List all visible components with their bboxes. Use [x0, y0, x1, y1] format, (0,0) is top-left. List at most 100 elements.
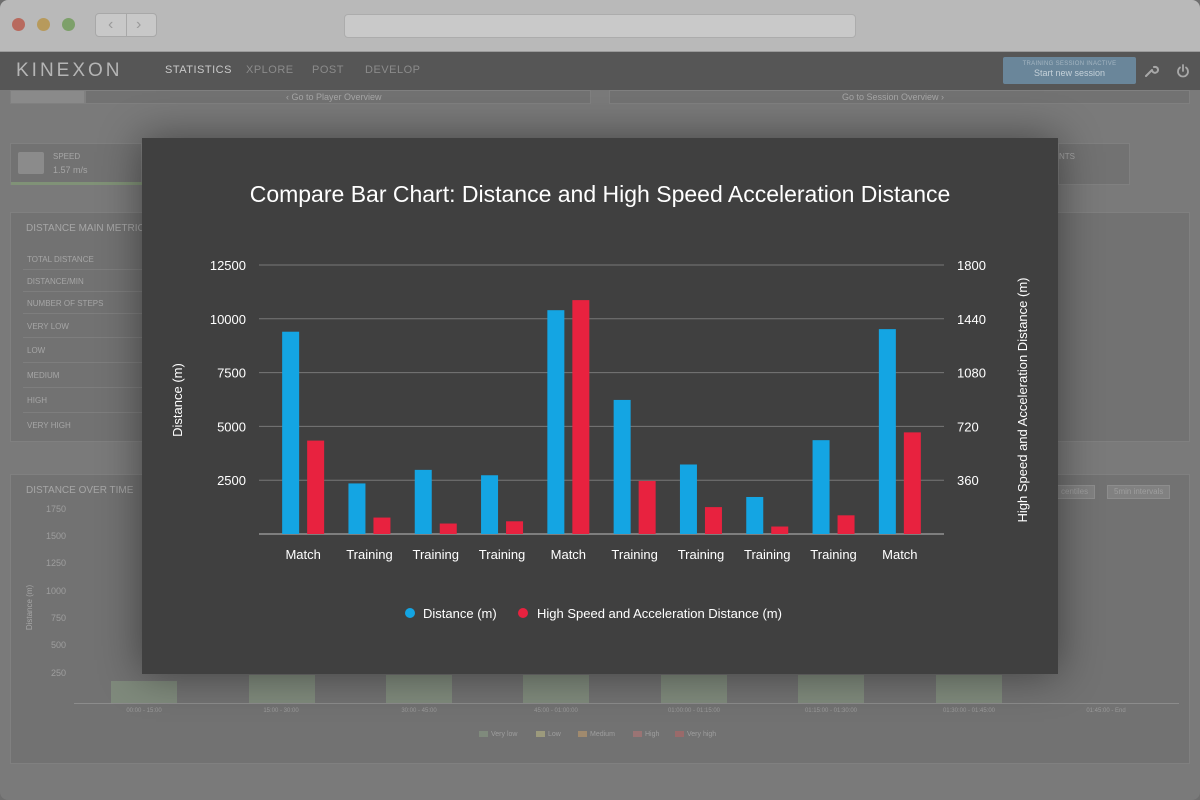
category-label: Match: [551, 547, 586, 562]
compare-bar-chart-modal: Compare Bar Chart: Distance and High Spe…: [142, 138, 1058, 674]
category-label: Training: [413, 547, 459, 562]
go-to-player-overview-button[interactable]: ‹ Go to Player Overview: [85, 90, 591, 104]
distance-bar: [348, 483, 366, 534]
y-tick: 500: [50, 640, 66, 650]
metric-row: DISTANCE/MIN: [23, 270, 143, 292]
browser-toolbar: ‹ ›: [0, 0, 1200, 52]
over-time-bar: [111, 681, 177, 703]
distance-bar: [547, 310, 565, 534]
player-thumbnail: [10, 90, 85, 104]
back-button[interactable]: ‹: [108, 16, 114, 33]
wrench-icon[interactable]: [1143, 63, 1159, 79]
speed-card: SPEED 1.57 m/s: [10, 143, 143, 185]
hsa-distance-bar: [572, 300, 590, 534]
forward-button[interactable]: ›: [136, 16, 142, 33]
hsa-distance-bar: [837, 515, 855, 534]
history-buttons: ‹ ›: [95, 13, 157, 37]
category-label: Training: [678, 547, 724, 562]
start-session-label: Start new session: [1033, 68, 1106, 78]
y-tick: 750: [50, 613, 66, 623]
y-tick: 1250: [45, 558, 66, 568]
nav-post[interactable]: POST: [312, 64, 344, 76]
category-label: Training: [744, 547, 790, 562]
x-label: 01:45:00 - End: [1086, 708, 1126, 714]
minimize-window-button[interactable]: [37, 18, 50, 31]
percentiles-toggle[interactable]: centiles: [1054, 485, 1096, 499]
speed-zone-bar: [11, 182, 143, 185]
start-session-button[interactable]: TRAINING SESSION INACTIVE Start new sess…: [1003, 57, 1136, 84]
y2-axis-label: High Speed and Acceleration Distance (m): [1015, 278, 1030, 523]
address-bar[interactable]: [344, 14, 856, 38]
y-tick-label: 2500: [217, 473, 246, 488]
go-session-label: Go to Session Overview ›: [842, 92, 945, 102]
close-window-button[interactable]: [12, 18, 25, 31]
y-tick-label: 10000: [210, 312, 246, 327]
distance-bar: [613, 399, 631, 534]
y2-tick-label: 1080: [957, 366, 986, 381]
x-label: 15:00 - 30:00: [263, 708, 299, 714]
right-metric-card: NTS: [1058, 143, 1130, 185]
nav-statistics[interactable]: STATISTICS: [165, 64, 232, 76]
hsa-distance-bar: [439, 523, 457, 534]
category-label: Match: [882, 547, 917, 562]
distance-bar: [481, 475, 499, 534]
legend-medium: Medium: [578, 731, 615, 738]
y2-tick-label: 1440: [957, 312, 986, 327]
go-player-label: ‹ Go to Player Overview: [286, 92, 382, 102]
x-label: 30:00 - 45:00: [401, 708, 437, 714]
category-label: Training: [479, 547, 525, 562]
legend-low: Low: [536, 731, 561, 738]
distance-bar: [746, 496, 764, 534]
category-label: Match: [285, 547, 320, 562]
compare-bar-chart: Compare Bar Chart: Distance and High Spe…: [170, 181, 1030, 621]
kinexon-logo[interactable]: KINEXON: [16, 60, 123, 81]
legend-hsa-label: High Speed and Acceleration Distance (m): [537, 606, 782, 621]
metric-row: NUMBER OF STEPS: [23, 292, 143, 314]
go-to-session-overview-button[interactable]: Go to Session Overview ›: [609, 90, 1190, 104]
over-time-bar: [936, 675, 1002, 703]
metric-row: VERY LOW: [23, 314, 143, 338]
hsa-distance-bar: [506, 521, 524, 534]
y-tick-label: 7500: [217, 366, 246, 381]
power-icon[interactable]: [1175, 63, 1191, 79]
over-time-bar: [249, 675, 315, 703]
metrics-title: DISTANCE MAIN METRIC: [26, 223, 145, 234]
x-label: 01:15:00 - 01:30:00: [804, 708, 858, 714]
legend-distance-marker: [405, 608, 415, 618]
metric-row: TOTAL DISTANCE: [23, 248, 143, 270]
nav-develop[interactable]: DEVELOP: [365, 64, 421, 76]
hsa-distance-bar: [704, 507, 722, 534]
app-header: KINEXON STATISTICS XPLORE POST DEVELOP T…: [0, 52, 1200, 90]
distance-bar: [679, 464, 697, 534]
speed-value: 1.57 m/s: [53, 165, 88, 175]
distance-bar: [282, 331, 300, 534]
nav-xplore[interactable]: XPLORE: [246, 64, 294, 76]
over-time-bar: [386, 675, 452, 703]
over-time-axis: [74, 703, 1179, 704]
y-tick: 1500: [45, 531, 66, 541]
y-tick: 1750: [45, 504, 66, 514]
right-card-label: NTS: [1059, 152, 1075, 161]
chart-title: Compare Bar Chart: Distance and High Spe…: [250, 181, 951, 207]
y-axis-label: Distance (m): [170, 363, 185, 437]
category-label: Training: [810, 547, 856, 562]
category-label: Training: [611, 547, 657, 562]
over-time-bar: [661, 675, 727, 703]
legend-distance-label: Distance (m): [423, 606, 497, 621]
intervals-toggle[interactable]: 5min intervals: [1107, 485, 1171, 499]
x-label: 00:00 - 15:00: [126, 708, 162, 714]
legend-high: High: [633, 731, 659, 738]
maximize-window-button[interactable]: [62, 18, 75, 31]
y2-tick-label: 720: [957, 419, 979, 434]
y-tick-label: 5000: [217, 419, 246, 434]
hsa-distance-bar: [903, 432, 921, 534]
speedometer-icon: [18, 152, 44, 174]
history-divider: [126, 14, 127, 36]
x-label: 01:00:00 - 01:15:00: [667, 708, 721, 714]
legend-very-low: Very low: [479, 731, 517, 738]
over-time-bar: [523, 675, 589, 703]
x-label: 45:00 - 01:00:00: [534, 708, 578, 714]
distance-bar: [414, 469, 432, 534]
distance-bar: [878, 329, 896, 534]
